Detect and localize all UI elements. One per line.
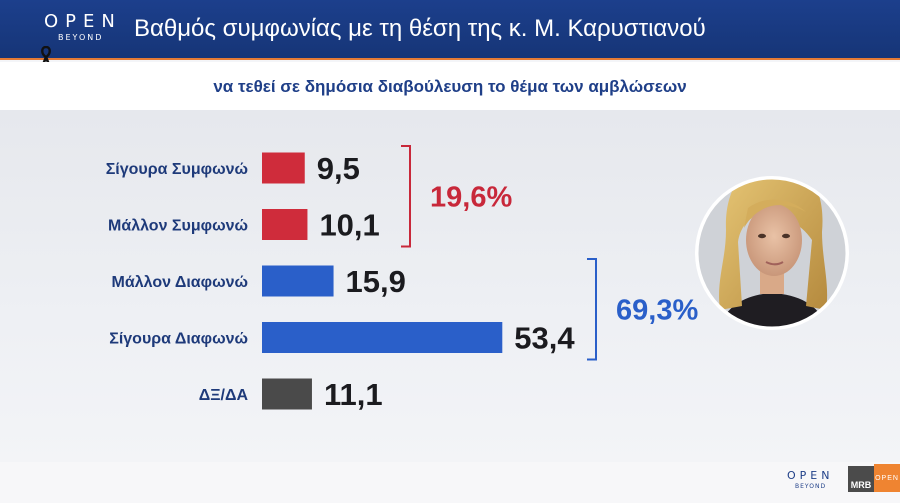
category-label: Σίγουρα Διαφωνώ (109, 331, 248, 348)
bar-chart: Σίγουρα Συμφωνώ 9,5 Μάλλον Συμφωνώ 10,1 Μάλλ… (106, 145, 849, 412)
bar (262, 378, 312, 410)
value-label: 11,1 (324, 377, 383, 412)
subtitle-band: να τεθεί σε δημόσια διαβούλευση το θέμα … (0, 62, 900, 110)
bar (262, 322, 503, 353)
category-label: ΔΞ/ΔΑ (199, 387, 249, 404)
category-label: Μάλλον Συμφωνώ (108, 218, 248, 235)
group-bracket (401, 145, 411, 248)
bar (262, 265, 334, 297)
value-label: 10,1 (319, 208, 379, 243)
group-bracket (587, 258, 597, 361)
bar (262, 152, 305, 184)
value-label: 15,9 (346, 264, 406, 299)
footer-beyond-text: BEYOND (795, 483, 827, 490)
open-logo: OPEN BEYOND (44, 12, 134, 54)
open-logo-text: OPEN (44, 11, 122, 32)
mrb-logo: MRB (848, 466, 874, 492)
open-orange-logo: OPEN (874, 464, 900, 492)
chart-panel: Σίγουρα Συμφωνώ 9,5 Μάλλον Συμφωνώ 10,1 Μάλλ… (0, 110, 900, 462)
value-label: 53,4 (514, 321, 575, 356)
title-bar: OPEN BEYOND Βαθμός συμφωνίας με τη θέση … (0, 0, 900, 60)
bar (262, 209, 308, 240)
portrait-photo (695, 176, 849, 330)
footer (0, 462, 900, 503)
open-logo-subtext: BEYOND (58, 33, 104, 42)
chart-title: Βαθμός συμφωνίας με τη θέση της κ. Μ. Κα… (134, 15, 706, 42)
footer-open-text: OPEN (787, 469, 834, 482)
category-label: Σίγουρα Συμφωνώ (106, 161, 248, 178)
footer-open-logo: OPEN BEYOND (787, 470, 839, 496)
group-total-label: 19,6% (430, 181, 512, 213)
chart-subtitle: να τεθεί σε δημόσια διαβούλευση το θέμα … (213, 77, 687, 96)
value-label: 9,5 (317, 151, 360, 186)
group-total-label: 69,3% (616, 294, 698, 326)
category-label: Μάλλον Διαφωνώ (112, 274, 248, 291)
